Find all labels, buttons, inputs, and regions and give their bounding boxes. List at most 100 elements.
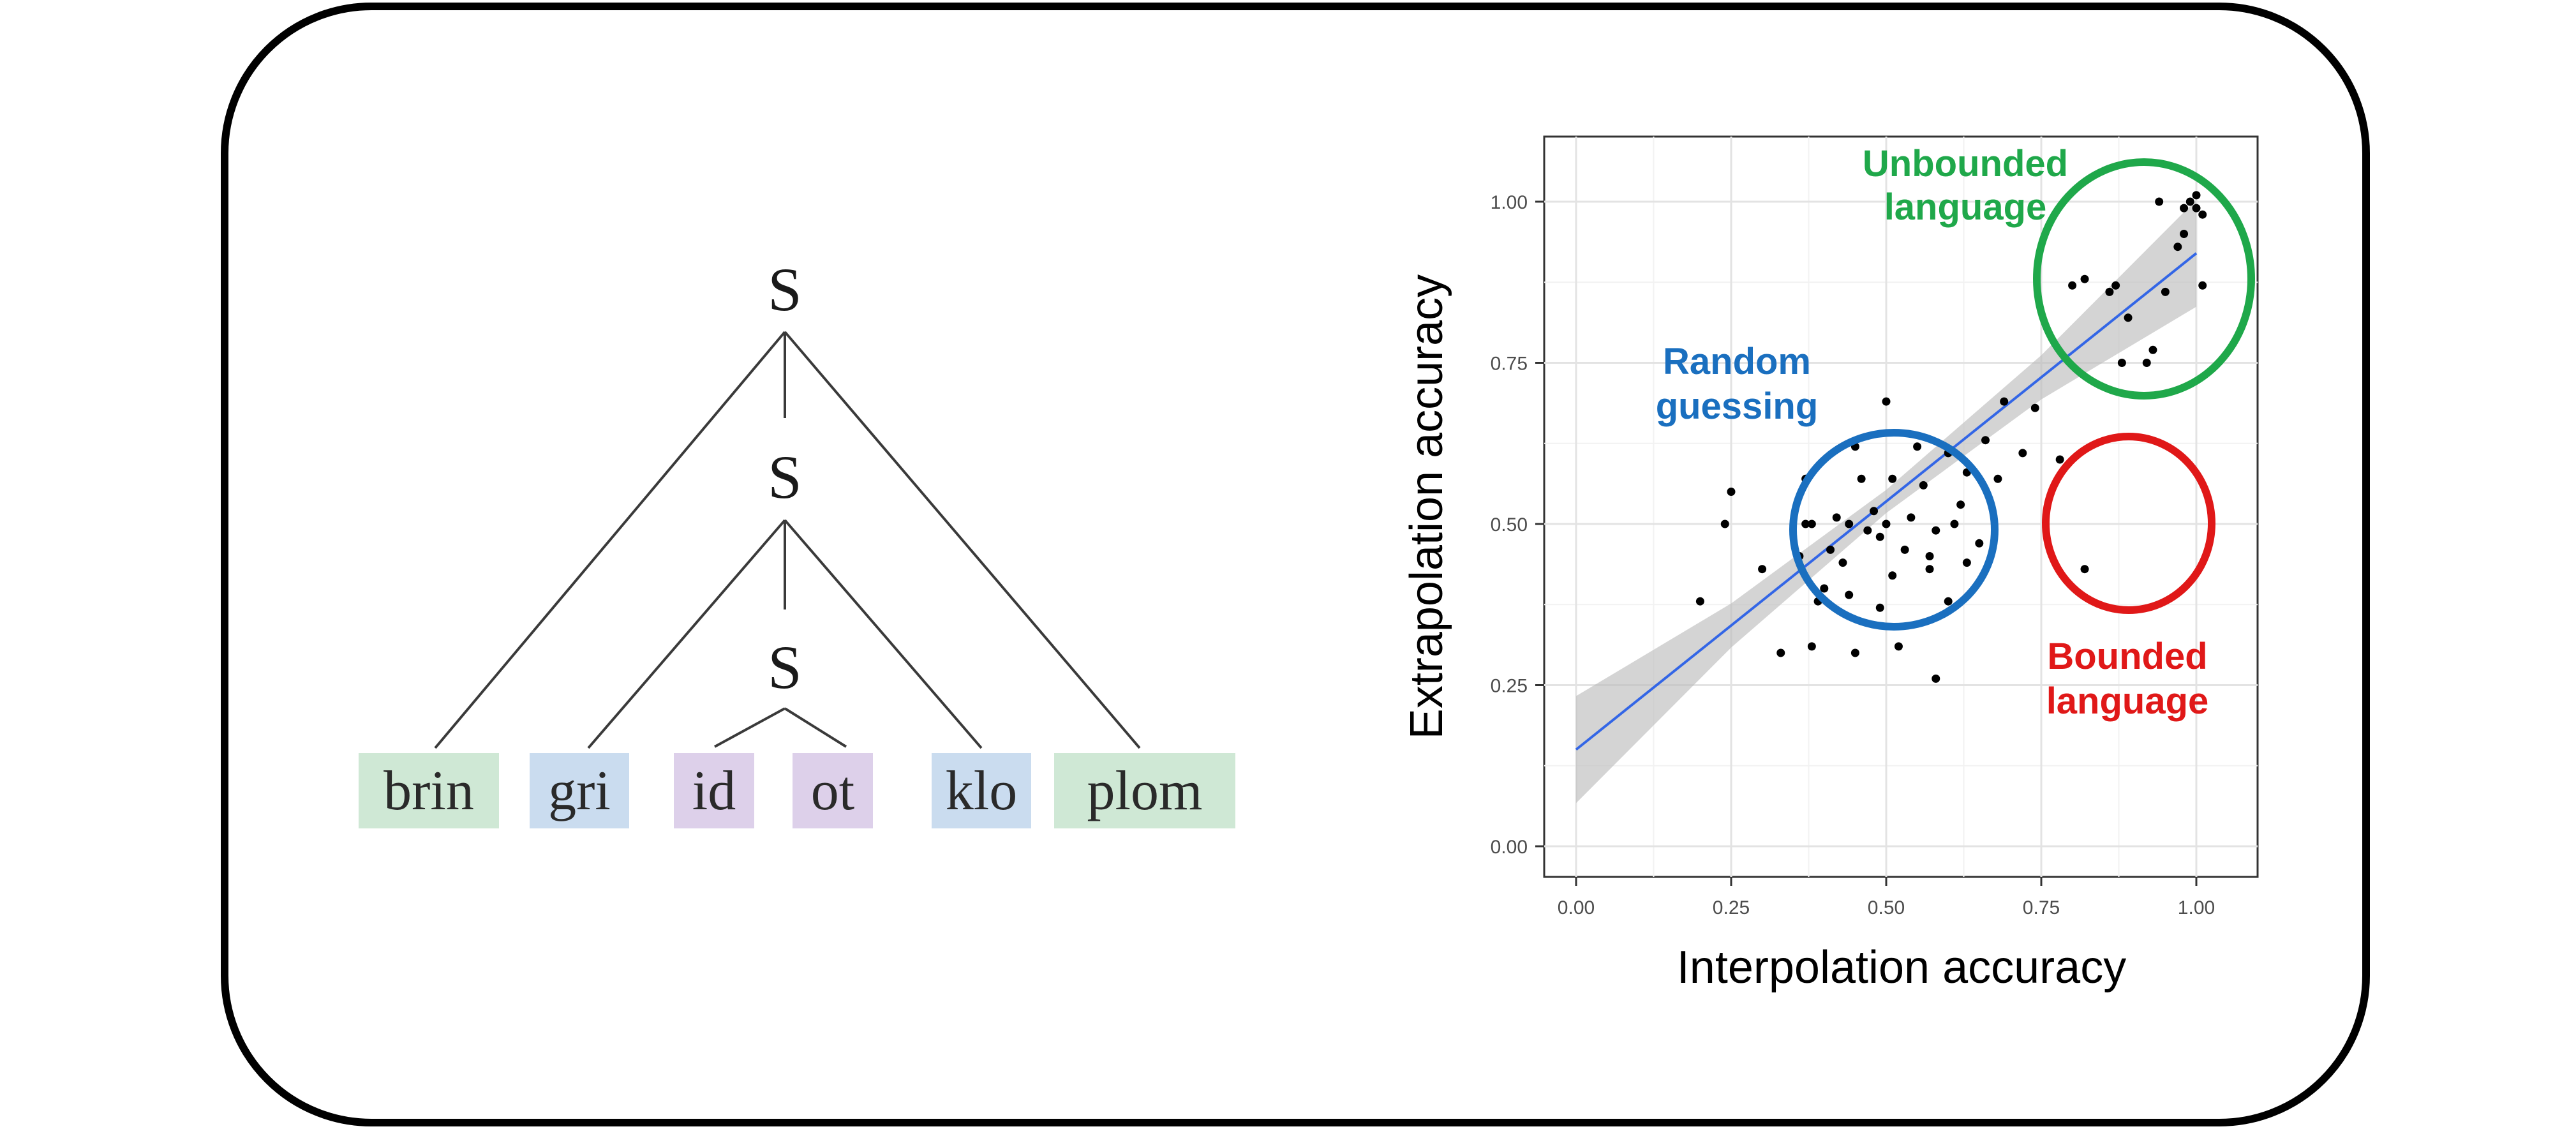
data-points <box>1695 191 2207 683</box>
data-point <box>1863 526 1872 535</box>
data-point <box>1826 545 1835 554</box>
data-point <box>1807 520 1816 528</box>
tree-node-s: S <box>768 255 801 324</box>
leaf-box <box>530 753 629 828</box>
x-tick-label: 1.00 <box>2178 897 2215 918</box>
data-point <box>1925 552 1934 560</box>
x-tick-label: 0.75 <box>2023 897 2060 918</box>
data-point <box>1776 648 1785 657</box>
data-point <box>1894 642 1903 651</box>
data-point <box>2198 210 2207 219</box>
leaf-label: plom <box>1087 760 1203 822</box>
data-point <box>1956 500 1965 509</box>
data-point <box>2105 287 2114 296</box>
data-point <box>1875 532 1884 541</box>
data-point <box>1801 520 1810 528</box>
data-point <box>1758 565 1767 574</box>
leaf-label: klo <box>946 760 1017 822</box>
data-point <box>1850 648 1859 657</box>
leaf-box <box>674 753 754 828</box>
data-point <box>2142 359 2151 367</box>
random-guessing-ellipse <box>1789 429 1999 631</box>
axis-ticks <box>1535 200 2198 886</box>
bounded-region-ellipse <box>2042 433 2215 614</box>
data-point <box>2173 243 2182 251</box>
data-point <box>1900 545 1909 554</box>
data-point <box>2117 359 2126 367</box>
data-point <box>2161 287 2170 296</box>
data-point <box>1944 597 1953 606</box>
data-point <box>1888 571 1897 580</box>
data-point <box>1907 513 1916 522</box>
y-tick-label: 0.00 <box>1491 837 1528 858</box>
data-point <box>2000 397 2009 406</box>
x-tick-label: 0.25 <box>1713 897 1750 918</box>
data-point <box>1932 526 1940 535</box>
data-point <box>2155 197 2164 206</box>
leaf-box <box>1054 753 1235 828</box>
tree-edge <box>434 331 786 749</box>
y-tick-label: 1.00 <box>1491 192 1528 213</box>
data-point <box>2030 403 2039 412</box>
data-point <box>1875 603 1884 612</box>
data-point <box>1820 584 1829 593</box>
data-point <box>1695 597 1704 606</box>
data-point <box>2080 565 2089 574</box>
annotation-bounded-line2: language <box>2046 680 2209 722</box>
leaf-label: ot <box>811 760 854 822</box>
data-point <box>2180 204 2189 213</box>
x-tick-label: 0.00 <box>1558 897 1595 918</box>
data-point <box>2055 455 2064 464</box>
data-point <box>2148 345 2157 354</box>
data-point <box>1845 520 1854 528</box>
regression-line-group <box>1575 252 2198 751</box>
data-point <box>1720 520 1729 528</box>
data-point <box>1882 397 1891 406</box>
y-tick-label: 0.50 <box>1491 514 1528 535</box>
data-point <box>2180 230 2189 238</box>
leaf-box <box>932 753 1031 828</box>
leaf-box <box>793 753 873 828</box>
data-point <box>1981 436 1990 445</box>
x-axis-title: Interpolation accuracy <box>1677 942 2126 993</box>
y-tick-label: 0.25 <box>1491 676 1528 697</box>
annotation-random-line1: Random <box>1663 341 1811 382</box>
tree-node-s: S <box>768 443 801 511</box>
data-point <box>1838 558 1847 567</box>
data-point <box>2111 281 2120 290</box>
data-point <box>2080 274 2089 283</box>
data-point <box>2068 281 2077 290</box>
tree-edge <box>784 707 847 748</box>
tree-node-s: S <box>768 633 801 701</box>
data-point <box>2192 204 2201 213</box>
regression-line <box>1575 252 2198 751</box>
parse-tree: S S S brin gri id ot klo plom <box>359 255 1235 828</box>
y-tick-labels: 0.00 0.25 0.50 0.75 1.00 <box>1491 192 1528 858</box>
tree-edge <box>784 331 1141 749</box>
y-axis-title: Extrapolation accuracy <box>1401 274 1452 739</box>
data-point <box>1925 565 1934 574</box>
data-point <box>1857 474 1866 483</box>
leaf-box <box>359 753 499 828</box>
scatter-chart: 0.00 0.25 0.50 0.75 1.00 0.00 0.25 0.50 … <box>1401 135 2259 993</box>
tree-edge <box>587 519 786 749</box>
data-point <box>1932 674 1940 683</box>
x-tick-labels: 0.00 0.25 0.50 0.75 1.00 <box>1558 897 2215 918</box>
data-point <box>2198 281 2207 290</box>
data-point <box>1962 558 1971 567</box>
data-point <box>1832 513 1841 522</box>
tree-edge <box>714 707 785 748</box>
leaf-label: brin <box>383 760 474 822</box>
tree-edge <box>784 519 983 749</box>
data-point <box>1807 642 1816 651</box>
leaf-label: gri <box>548 760 611 822</box>
annotation-unbounded-line2: language <box>1884 186 2047 228</box>
data-point <box>1845 590 1854 599</box>
data-point <box>2192 191 2201 200</box>
data-point <box>1950 520 1959 528</box>
y-tick-label: 0.75 <box>1491 354 1528 375</box>
annotation-random-line2: guessing <box>1656 385 1819 427</box>
x-tick-label: 0.50 <box>1868 897 1905 918</box>
data-point <box>1919 481 1928 490</box>
data-point <box>1888 474 1897 483</box>
